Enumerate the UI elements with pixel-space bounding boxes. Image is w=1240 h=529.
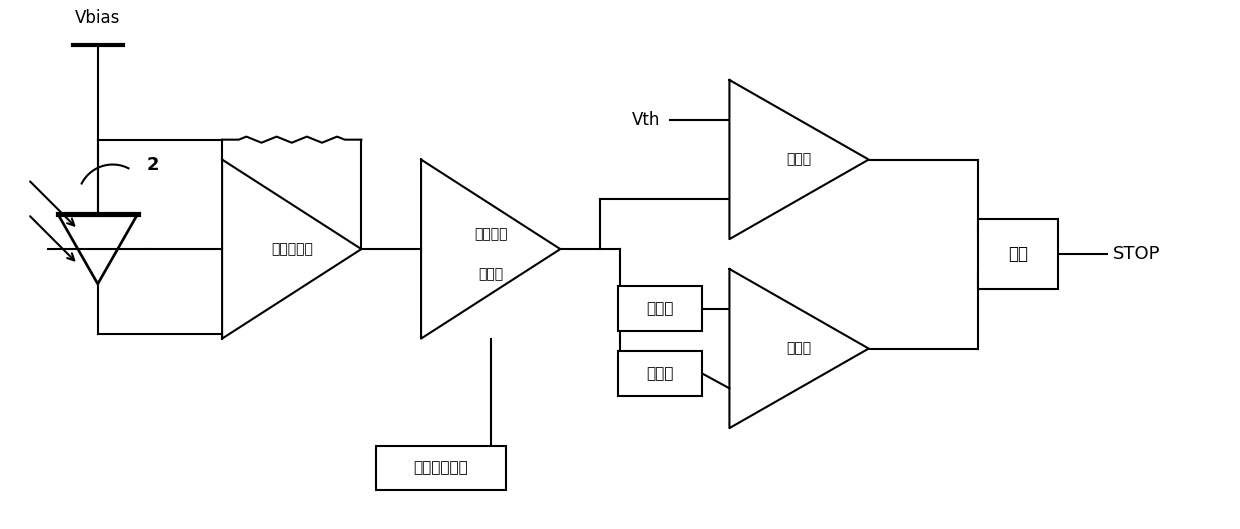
- Bar: [618, 351, 702, 396]
- Text: 比较器: 比较器: [786, 152, 812, 167]
- Text: 增益控制电路: 增益控制电路: [414, 460, 469, 476]
- Text: 2: 2: [146, 156, 159, 174]
- Text: STOP: STOP: [1112, 245, 1159, 263]
- Text: 延时器: 延时器: [646, 302, 673, 316]
- Text: Vth: Vth: [631, 111, 660, 129]
- Text: 衰减器: 衰减器: [646, 366, 673, 381]
- Text: 比较器: 比较器: [786, 342, 812, 355]
- Bar: [978, 219, 1058, 289]
- Text: 与门: 与门: [1008, 245, 1028, 263]
- Text: 跨阻放大器: 跨阻放大器: [270, 242, 312, 256]
- Text: 可变增益: 可变增益: [474, 227, 507, 241]
- Bar: [376, 445, 506, 490]
- Bar: [618, 286, 702, 331]
- Text: 放大器: 放大器: [479, 267, 503, 281]
- Text: Vbias: Vbias: [76, 9, 120, 28]
